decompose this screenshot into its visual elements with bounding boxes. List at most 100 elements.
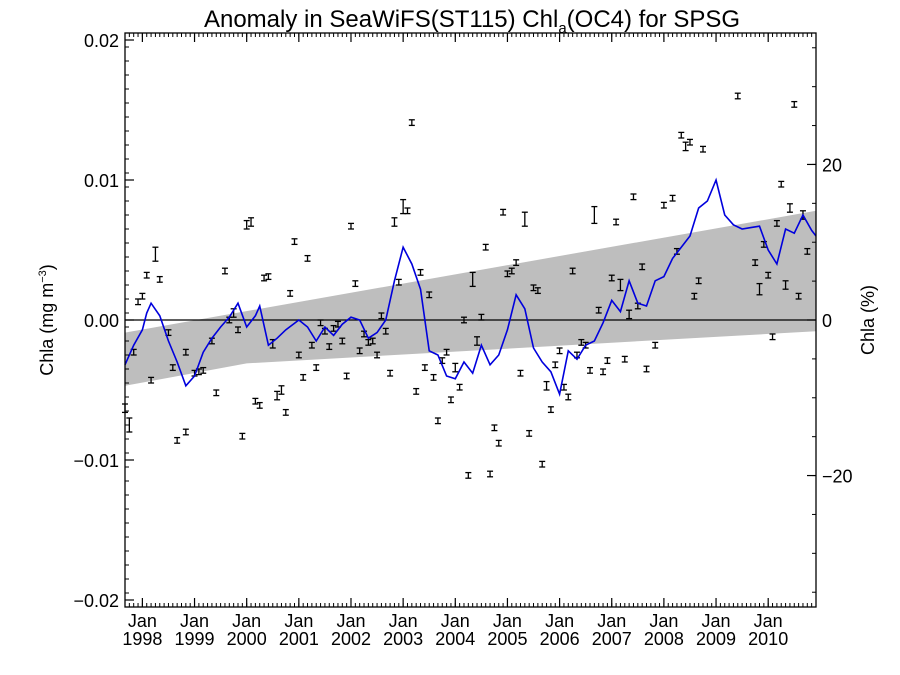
x-tick-label-month: Jan xyxy=(232,611,261,631)
data-point xyxy=(604,357,611,365)
data-point xyxy=(543,380,550,391)
data-point xyxy=(513,259,520,267)
x-tick-label-year: 2002 xyxy=(331,629,371,649)
data-point xyxy=(773,219,780,227)
data-point xyxy=(804,247,811,255)
data-point xyxy=(304,254,311,262)
right-y-tick-label: −20 xyxy=(822,467,853,487)
x-tick-label-month: Jan xyxy=(754,611,783,631)
right-y-tick-label: 0 xyxy=(822,311,832,331)
data-point xyxy=(182,348,189,356)
smoothed-series-line xyxy=(124,177,817,398)
data-point xyxy=(391,217,398,227)
data-point xyxy=(613,218,620,226)
data-point xyxy=(695,277,702,285)
data-point xyxy=(569,267,576,275)
data-point xyxy=(617,278,624,292)
data-point xyxy=(213,389,220,397)
y-tick-label: −0.02 xyxy=(73,591,119,611)
data-point xyxy=(339,337,346,345)
data-point xyxy=(243,219,250,230)
data-point xyxy=(248,217,255,227)
y-tick-label: 0.01 xyxy=(84,171,119,191)
data-point xyxy=(795,292,802,300)
data-point xyxy=(495,439,502,447)
right-y-axis-label: Chla (%) xyxy=(858,285,878,355)
x-tick-label-year: 2004 xyxy=(435,629,475,649)
y-tick-label: −0.01 xyxy=(73,451,119,471)
data-point xyxy=(156,275,163,283)
data-point xyxy=(135,298,142,306)
x-tick-label-year: 2009 xyxy=(696,629,736,649)
data-point xyxy=(139,292,146,300)
data-point xyxy=(517,369,524,377)
data-point xyxy=(595,306,602,314)
x-tick-label-year: 2005 xyxy=(487,629,527,649)
data-point xyxy=(552,361,559,369)
x-tick-label-year: 1998 xyxy=(122,629,162,649)
data-point xyxy=(639,263,646,271)
data-point xyxy=(530,284,537,292)
data-point xyxy=(374,351,381,359)
data-point xyxy=(769,333,776,341)
data-point xyxy=(387,369,394,377)
data-point xyxy=(474,336,481,346)
left-y-axis: 0.02 0.01 0.00 −0.01 −0.02 xyxy=(73,31,134,611)
data-point xyxy=(521,211,528,227)
data-point xyxy=(465,471,472,479)
data-point xyxy=(434,417,441,425)
x-tick-label-month: Jan xyxy=(128,611,157,631)
data-point xyxy=(369,337,376,345)
data-point xyxy=(313,364,320,372)
data-point xyxy=(317,319,324,327)
data-point xyxy=(626,309,633,320)
data-point xyxy=(565,393,572,401)
data-point xyxy=(382,327,389,335)
data-point xyxy=(234,326,241,334)
data-point xyxy=(308,341,315,349)
data-point xyxy=(274,390,281,401)
data-point xyxy=(782,280,789,290)
x-tick-label-month: Jan xyxy=(702,611,731,631)
data-point xyxy=(378,312,385,320)
data-point xyxy=(300,373,307,381)
data-point xyxy=(174,436,181,444)
data-point xyxy=(508,267,515,275)
data-point xyxy=(291,238,298,246)
data-point xyxy=(447,396,454,404)
data-point xyxy=(452,362,459,373)
data-point xyxy=(430,373,437,381)
data-point xyxy=(352,280,359,288)
data-point xyxy=(487,470,494,478)
data-point xyxy=(252,397,259,405)
data-point xyxy=(365,338,372,346)
x-tick-label-year: 2006 xyxy=(540,629,580,649)
data-point xyxy=(287,289,294,297)
data-point xyxy=(621,355,628,363)
data-point xyxy=(608,274,615,282)
data-point xyxy=(556,347,563,355)
data-point xyxy=(256,401,263,409)
data-point xyxy=(491,424,498,432)
right-y-axis: 20 0 −20 xyxy=(807,47,853,593)
x-tick-label-year: 2000 xyxy=(227,629,267,649)
data-point xyxy=(404,207,411,215)
data-point xyxy=(126,417,133,433)
x-tick-label-month: Jan xyxy=(336,611,365,631)
x-tick-label-month: Jan xyxy=(545,611,574,631)
data-point xyxy=(143,271,150,279)
data-point xyxy=(413,387,420,395)
data-point xyxy=(791,100,798,108)
data-point xyxy=(591,205,598,225)
data-point xyxy=(239,432,246,440)
data-point xyxy=(734,92,741,100)
data-point xyxy=(460,316,467,324)
data-point xyxy=(786,203,793,213)
data-point xyxy=(148,376,155,384)
data-point xyxy=(426,291,433,299)
data-point xyxy=(765,271,772,279)
confidence-band xyxy=(125,210,816,386)
data-point xyxy=(678,131,685,139)
monthly-anomaly-points xyxy=(122,92,811,479)
x-tick-label-year: 2008 xyxy=(644,629,684,649)
